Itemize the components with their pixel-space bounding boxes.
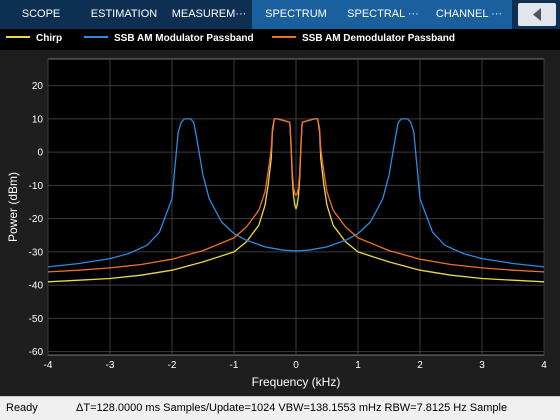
status-ready: Ready [6,402,38,414]
y-tick-label: 20 [32,81,44,92]
x-tick-label: 0 [293,360,299,371]
series-layer [47,118,545,283]
collapse-toolstrip-button[interactable] [518,3,556,26]
toolstrip: SCOPE ESTIMATION MEASUREM··· SPECTRUM SP… [0,0,560,29]
chevron-left-icon [533,8,541,21]
y-tick-label: -20 [29,214,44,225]
tab-channel[interactable]: CHANNEL ··· [426,0,512,29]
series-line-0 [47,118,545,283]
x-tick-label: 3 [479,360,485,371]
x-tick-label: -2 [168,360,177,371]
legend-item-chirp[interactable]: Chirp [6,33,62,47]
y-axis-label: Power (dBm) [6,172,20,242]
tab-estimation[interactable]: ESTIMATION [90,8,158,20]
y-tick-label: 10 [32,114,44,125]
y-tick-label: -60 [29,347,44,358]
legend-swatch [272,36,296,39]
x-tick-label: 1 [355,360,361,371]
y-tick-label: -30 [29,247,44,258]
legend-item-modulator[interactable]: SSB AM Modulator Passband [84,33,254,47]
x-tick-label: -1 [230,360,239,371]
x-tick-label: 2 [417,360,423,371]
tab-scope[interactable]: SCOPE [21,8,61,20]
legend-label: Chirp [36,33,63,44]
series-line-1 [47,118,545,268]
x-tick-label: -3 [106,360,115,371]
legend-swatch [84,36,108,39]
legend-swatch [6,36,30,39]
tab-spectrum[interactable]: SPECTRUM [252,0,340,29]
y-tick-label: 0 [37,148,43,159]
x-axis-label: Frequency (kHz) [252,375,341,389]
y-tick-label: -40 [29,281,44,292]
y-tick-label: -50 [29,314,44,325]
legend: Chirp SSB AM Modulator Passband SSB AM D… [0,29,560,50]
series-line-2 [47,118,545,273]
x-tick-label: 4 [541,360,547,371]
tab-measurements[interactable]: MEASUREM··· [171,8,247,20]
status-info: ΔT=128.0000 ms Samples/Update=1024 VBW=1… [76,402,508,414]
grid [47,59,545,355]
spectrum-plot[interactable]: -4 -3 -2 -1 0 1 2 3 4 20 10 0 -10 -20 -30 -40 -50 -60 Fre… [0,50,560,396]
status-bar: Ready ΔT=128.0000 ms Samples/Update=1024… [0,396,560,420]
y-tick-label: -10 [29,181,44,192]
tab-spectral[interactable]: SPECTRAL ··· [340,0,426,29]
legend-label: SSB AM Modulator Passband [114,33,254,44]
legend-item-demodulator[interactable]: SSB AM Demodulator Passband [272,33,455,47]
x-tick-label: -4 [44,360,53,371]
legend-label: SSB AM Demodulator Passband [302,33,455,44]
